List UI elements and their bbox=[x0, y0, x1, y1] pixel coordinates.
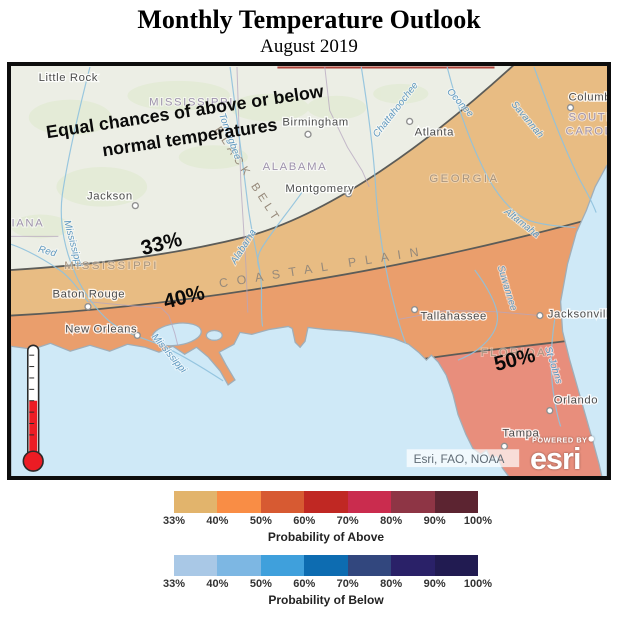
legend-below-tick: 50% bbox=[249, 578, 272, 590]
city-label-birmingham: Birmingham bbox=[282, 116, 348, 128]
legend-above-swatch-80 bbox=[391, 491, 435, 513]
legend-above-ticks: 33% 40% 50% 60% 70% 80% 90% 100% bbox=[163, 515, 492, 529]
svg-text:esri: esri bbox=[530, 442, 580, 476]
legend-below-caption: Probability of Below bbox=[268, 593, 384, 607]
legend-below-swatch-33 bbox=[174, 555, 218, 576]
esri-logo[interactable]: POWERED BY esri bbox=[530, 435, 594, 476]
legend-above-swatch-50 bbox=[260, 491, 305, 513]
alabama-river bbox=[257, 190, 304, 327]
legend-above-tick: 90% bbox=[423, 515, 446, 527]
atlantic-ocean bbox=[559, 164, 607, 476]
savannah-river bbox=[533, 66, 597, 213]
red-river bbox=[11, 243, 89, 303]
city-label-jackson: Jackson bbox=[87, 191, 133, 203]
legend-above-tick: 50% bbox=[249, 515, 272, 527]
st-johns-river bbox=[550, 319, 562, 427]
suwannee-river bbox=[457, 269, 499, 361]
legend-above-swatch-90 bbox=[434, 491, 478, 513]
city-label-tallahassee: Tallahassee bbox=[421, 311, 487, 323]
atlanta-marker bbox=[405, 117, 414, 126]
legend-above-tick: 60% bbox=[293, 515, 316, 527]
terrain-texture bbox=[11, 80, 429, 239]
legend-below-tick: 80% bbox=[380, 578, 403, 590]
water bbox=[11, 164, 607, 476]
tampa-marker bbox=[500, 442, 509, 450]
state-label-louisiana: LOUISIANA bbox=[11, 217, 44, 229]
columbia-marker bbox=[566, 103, 575, 112]
legend-above-swatch-33 bbox=[174, 491, 218, 513]
city-label-jacksonville: Jacksonville bbox=[548, 309, 607, 321]
page-subtitle: August 2019 bbox=[260, 36, 358, 57]
legend-above-tick: 33% bbox=[162, 515, 186, 527]
birmingham-marker bbox=[304, 130, 312, 138]
mississippi-river bbox=[60, 66, 224, 382]
legend-below-swatch-60 bbox=[304, 555, 348, 576]
legend-below-tick: 33% bbox=[162, 578, 186, 590]
legend-below-swatches bbox=[174, 555, 478, 576]
state-label-alabama: ALABAMA bbox=[263, 161, 328, 173]
legend-below-tick: 90% bbox=[423, 578, 446, 590]
new-orleans-marker bbox=[133, 331, 141, 340]
rivers bbox=[11, 66, 597, 427]
city-label-baton-rouge: Baton Rouge bbox=[52, 289, 125, 301]
legend-below-tick: 100% bbox=[463, 578, 493, 590]
state-label-carolina: CAROLINA bbox=[566, 125, 607, 137]
city-label-orlando: Orlando bbox=[554, 395, 598, 407]
tallahassee-marker bbox=[410, 305, 419, 314]
map-canvas[interactable]: BLACK BELT COASTAL PLAIN Mississippi Red… bbox=[7, 62, 611, 480]
baton-rouge-marker bbox=[84, 302, 92, 311]
page-title: Monthly Temperature Outlook bbox=[137, 5, 481, 34]
legend-below-swatch-70 bbox=[347, 555, 392, 576]
lake-pontchartrain bbox=[151, 322, 202, 347]
state-label-mississippi-s: MISSISSIPPI bbox=[64, 260, 159, 272]
legend-above-swatch-70 bbox=[347, 491, 392, 513]
city-label-montgomery: Montgomery bbox=[285, 183, 354, 195]
legend-below-ticks: 33% 40% 50% 60% 70% 80% 90% 100% bbox=[163, 578, 492, 592]
state-label-mississippi-n: MISSISSIPPI bbox=[149, 97, 234, 109]
jackson-marker bbox=[131, 201, 139, 210]
orlando-marker bbox=[546, 406, 554, 415]
city-label-columbia: Columbia bbox=[569, 92, 607, 104]
legend-below-tick: 40% bbox=[206, 578, 229, 590]
legend-below-swatch-80 bbox=[391, 555, 435, 576]
jacksonville-marker bbox=[536, 311, 544, 320]
legend-above-tick: 70% bbox=[336, 515, 359, 527]
svg-text:Esri, FAO, NOAA: Esri, FAO, NOAA bbox=[414, 452, 505, 466]
legend-above: 33% 40% 50% 60% 70% 80% 90% 100% Probabi… bbox=[163, 491, 492, 544]
legend-above-swatches bbox=[174, 491, 478, 513]
legend-above-caption: Probability of Above bbox=[267, 530, 385, 544]
montgomery-marker bbox=[344, 190, 353, 198]
legend-below-swatch-50 bbox=[260, 555, 305, 576]
esri-logo-dot bbox=[588, 436, 594, 442]
state-label-south: SOUTH bbox=[569, 111, 607, 123]
tombigbee-river bbox=[229, 66, 261, 271]
legend-above-tick: 100% bbox=[463, 515, 493, 527]
legend-above-swatch-40 bbox=[217, 491, 261, 513]
legend-below-tick: 60% bbox=[293, 578, 316, 590]
legend-above-swatch-60 bbox=[304, 491, 348, 513]
city-label-little-rock: Little Rock bbox=[39, 72, 98, 84]
svg-text:POWERED BY: POWERED BY bbox=[532, 435, 587, 444]
chattahoochee-river bbox=[360, 66, 407, 344]
oconee-altamaha-river bbox=[446, 66, 576, 229]
state-label-florida: FLORIDA bbox=[481, 347, 547, 359]
city-label-tampa: Tampa bbox=[502, 427, 539, 439]
city-label-atlanta: Atlanta bbox=[415, 126, 455, 138]
city-label-new-orleans: New Orleans bbox=[65, 323, 137, 335]
legend-below-swatch-40 bbox=[217, 555, 261, 576]
state-borders bbox=[11, 66, 540, 346]
legend-below: 33% 40% 50% 60% 70% 80% 90% 100% Probabi… bbox=[163, 555, 492, 607]
legend-below-swatch-90 bbox=[434, 555, 478, 576]
legend-above-tick: 40% bbox=[206, 515, 229, 527]
city-markers bbox=[84, 103, 575, 450]
legend-above-tick: 80% bbox=[380, 515, 403, 527]
thermometer-icon bbox=[22, 344, 44, 472]
state-label-georgia: GEORGIA bbox=[429, 173, 499, 185]
lake-borgne bbox=[205, 329, 223, 341]
map-attribution: Esri, FAO, NOAA bbox=[406, 449, 520, 468]
outlook-map: BLACK BELT COASTAL PLAIN Mississippi Red… bbox=[11, 66, 607, 476]
legend-below-tick: 70% bbox=[336, 578, 359, 590]
